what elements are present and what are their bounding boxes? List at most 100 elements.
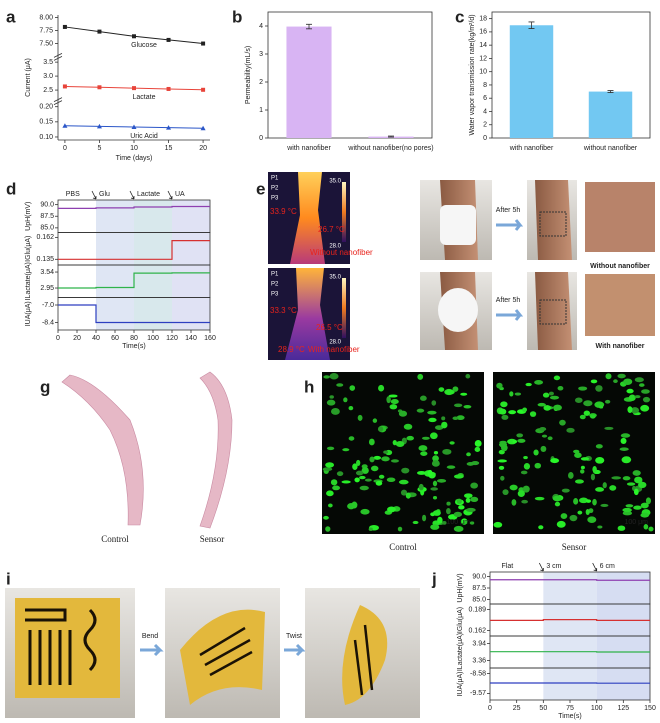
caption: Without nanofiber (310, 248, 373, 257)
axis-break (53, 52, 63, 61)
cell (469, 521, 475, 525)
scale-min: 28.0 (329, 244, 341, 250)
cell (580, 469, 585, 474)
step-label: After 5h (496, 207, 521, 214)
cell (412, 520, 419, 525)
cell (634, 377, 644, 383)
cell (361, 467, 369, 474)
cell (626, 482, 636, 486)
cell (568, 471, 574, 479)
cell (541, 434, 548, 438)
cell (466, 462, 475, 466)
x-tick-label: 150 (644, 705, 656, 712)
y-tick-label: 18 (479, 15, 487, 22)
cell (406, 435, 414, 441)
marker (201, 41, 206, 46)
cell (427, 410, 437, 415)
flexible-sensor (15, 598, 120, 698)
marker (132, 86, 136, 91)
cell (533, 449, 539, 456)
cell (403, 423, 413, 430)
y-tick-label: 10 (479, 69, 487, 76)
cell (420, 451, 428, 456)
cell (349, 385, 356, 391)
y-tick-label: 87.5 (472, 585, 486, 592)
y-tick-label: 90.0 (472, 573, 486, 580)
cell (499, 408, 507, 415)
cell (416, 408, 425, 413)
cell (356, 459, 361, 466)
cell (523, 463, 531, 470)
x-tick-label: 60 (111, 335, 119, 342)
cell (597, 525, 603, 529)
cell (577, 510, 583, 515)
marker (97, 85, 102, 90)
y-tick-label: 16 (479, 29, 487, 36)
cell (534, 496, 545, 501)
x-tick-label: 25 (513, 705, 521, 712)
cell (605, 373, 612, 380)
cell (431, 400, 437, 406)
cell (427, 469, 433, 477)
x-tick-label: 160 (204, 335, 216, 342)
cell (355, 470, 364, 476)
cell (509, 391, 514, 397)
x-tick-label: 15 (165, 145, 173, 152)
cell (579, 497, 589, 504)
panel-i: i Bend Twist (5, 569, 420, 718)
point: P1 (271, 176, 279, 182)
cell (595, 487, 605, 492)
cell (326, 399, 336, 406)
panel-letter: h (304, 377, 314, 396)
electrode (25, 608, 97, 685)
cell (620, 437, 627, 444)
tissue-slice (61, 374, 144, 526)
cell (554, 501, 561, 507)
cell (540, 445, 547, 453)
cell (538, 525, 544, 530)
cell (446, 501, 451, 506)
cell (417, 470, 426, 475)
cell (458, 505, 465, 510)
patch (438, 288, 478, 332)
cell (566, 427, 575, 433)
y-tick-label: 0.20 (39, 104, 53, 111)
y-tick-label: 7.50 (39, 40, 53, 47)
cell (550, 458, 560, 464)
cell (453, 525, 464, 532)
cell (441, 421, 448, 429)
arm (290, 172, 325, 264)
cell (621, 456, 632, 464)
cell (428, 417, 437, 423)
plot-frame (491, 11, 651, 139)
y-tick-label: 8.00 (39, 14, 53, 21)
temperature: 26.7 °C (318, 225, 345, 234)
error-bar (607, 90, 614, 93)
cell (537, 402, 546, 407)
cell (609, 485, 617, 491)
cell (627, 406, 633, 414)
cell (323, 375, 330, 379)
marker (131, 124, 137, 129)
cell (534, 462, 542, 469)
axis-break (53, 97, 63, 106)
trace (58, 304, 210, 324)
cell (502, 489, 509, 496)
cell (590, 414, 596, 419)
caption: Sensor (562, 542, 587, 552)
x-tick-label: 20 (199, 145, 207, 152)
y-tick-label: 0.162 (36, 234, 54, 241)
cell (583, 410, 591, 416)
cell (549, 395, 560, 400)
cell (633, 488, 639, 496)
marker (200, 125, 206, 131)
cell (509, 484, 518, 491)
patch (440, 205, 476, 245)
cell (464, 493, 473, 499)
cell (398, 410, 408, 417)
cell (466, 507, 476, 512)
panel-letter: d (6, 179, 16, 198)
cell (595, 444, 603, 449)
y-axis-label: ILactate(μA) (457, 633, 464, 671)
event-label: Lactate (137, 191, 160, 198)
